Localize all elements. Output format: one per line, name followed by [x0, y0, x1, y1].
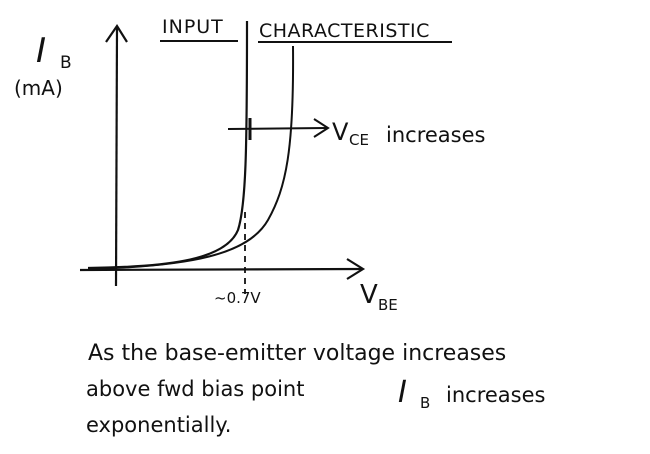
vce-arrow-head — [313, 118, 330, 138]
y-axis-subscript: B — [60, 53, 72, 73]
caption-line-1: As the base-emitter voltage increases — [88, 341, 506, 366]
caption-line-2a: above fwd bias point — [86, 377, 304, 401]
vce-arrow-line — [227, 127, 327, 130]
vce-label-subscript: CE — [349, 131, 369, 149]
x-axis-line — [79, 267, 363, 272]
shifted-curve — [89, 45, 295, 270]
y-axis-line — [114, 27, 119, 287]
vce-label-symbol: V — [332, 118, 349, 146]
caption-line-2-subscript: B — [420, 394, 430, 412]
vce-label-rest: increases — [386, 123, 485, 147]
x-axis-symbol: V — [360, 280, 378, 310]
title-input: INPUT — [162, 16, 224, 38]
caption-line-3: exponentially. — [86, 413, 231, 437]
y-axis-symbol: I — [36, 31, 46, 71]
y-axis-unit: (mA) — [14, 76, 63, 100]
title-characteristic: CHARACTERISTIC — [259, 20, 430, 42]
y-axis-arrowhead — [105, 23, 128, 43]
caption-line-2b: increases — [446, 383, 545, 407]
threshold-label: ~0.7V — [214, 289, 261, 307]
caption-line-2-symbol: I — [398, 375, 407, 410]
x-axis-arrowhead — [346, 258, 366, 280]
steep-curve — [87, 20, 249, 270]
x-axis-subscript: BE — [378, 296, 398, 314]
